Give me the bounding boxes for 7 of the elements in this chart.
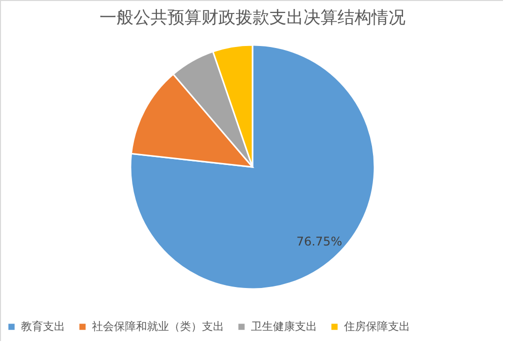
legend-label: 卫生健康支出 [251,320,317,333]
legend-label: 住房保障支出 [344,320,410,333]
legend-label: 社会保障和就业（类）支出 [92,320,224,333]
legend-label: 教育支出 [21,320,65,333]
pie-slice [130,44,376,290]
chart-title: 一般公共预算财政拨款支出决算结构情况 [100,8,406,28]
data-label: 76.75% [296,234,342,248]
